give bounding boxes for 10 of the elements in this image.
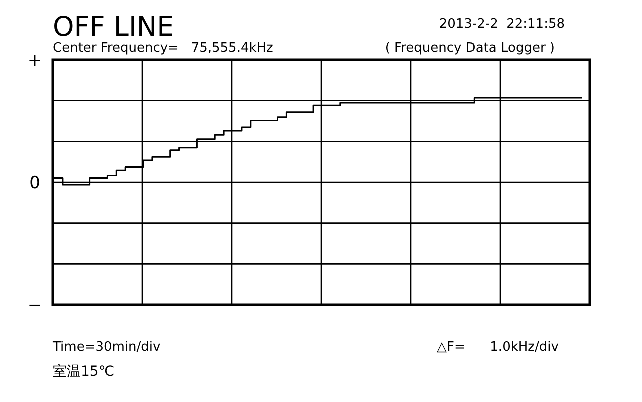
text: − xyxy=(28,296,42,316)
text: 2013-2-2 22:11:58 xyxy=(439,17,565,32)
text: △F= 1.0kHz/div xyxy=(437,340,560,355)
text: 0 xyxy=(30,174,40,194)
text: Time=30min/div xyxy=(52,340,162,355)
text: Center Frequency= 75,555.4kHz xyxy=(53,41,274,56)
text: + xyxy=(28,51,42,71)
text: ( Frequency Data Logger ) xyxy=(385,41,555,56)
text: 室温15℃ xyxy=(53,364,115,380)
chart-title: OFF LINE xyxy=(53,12,174,43)
